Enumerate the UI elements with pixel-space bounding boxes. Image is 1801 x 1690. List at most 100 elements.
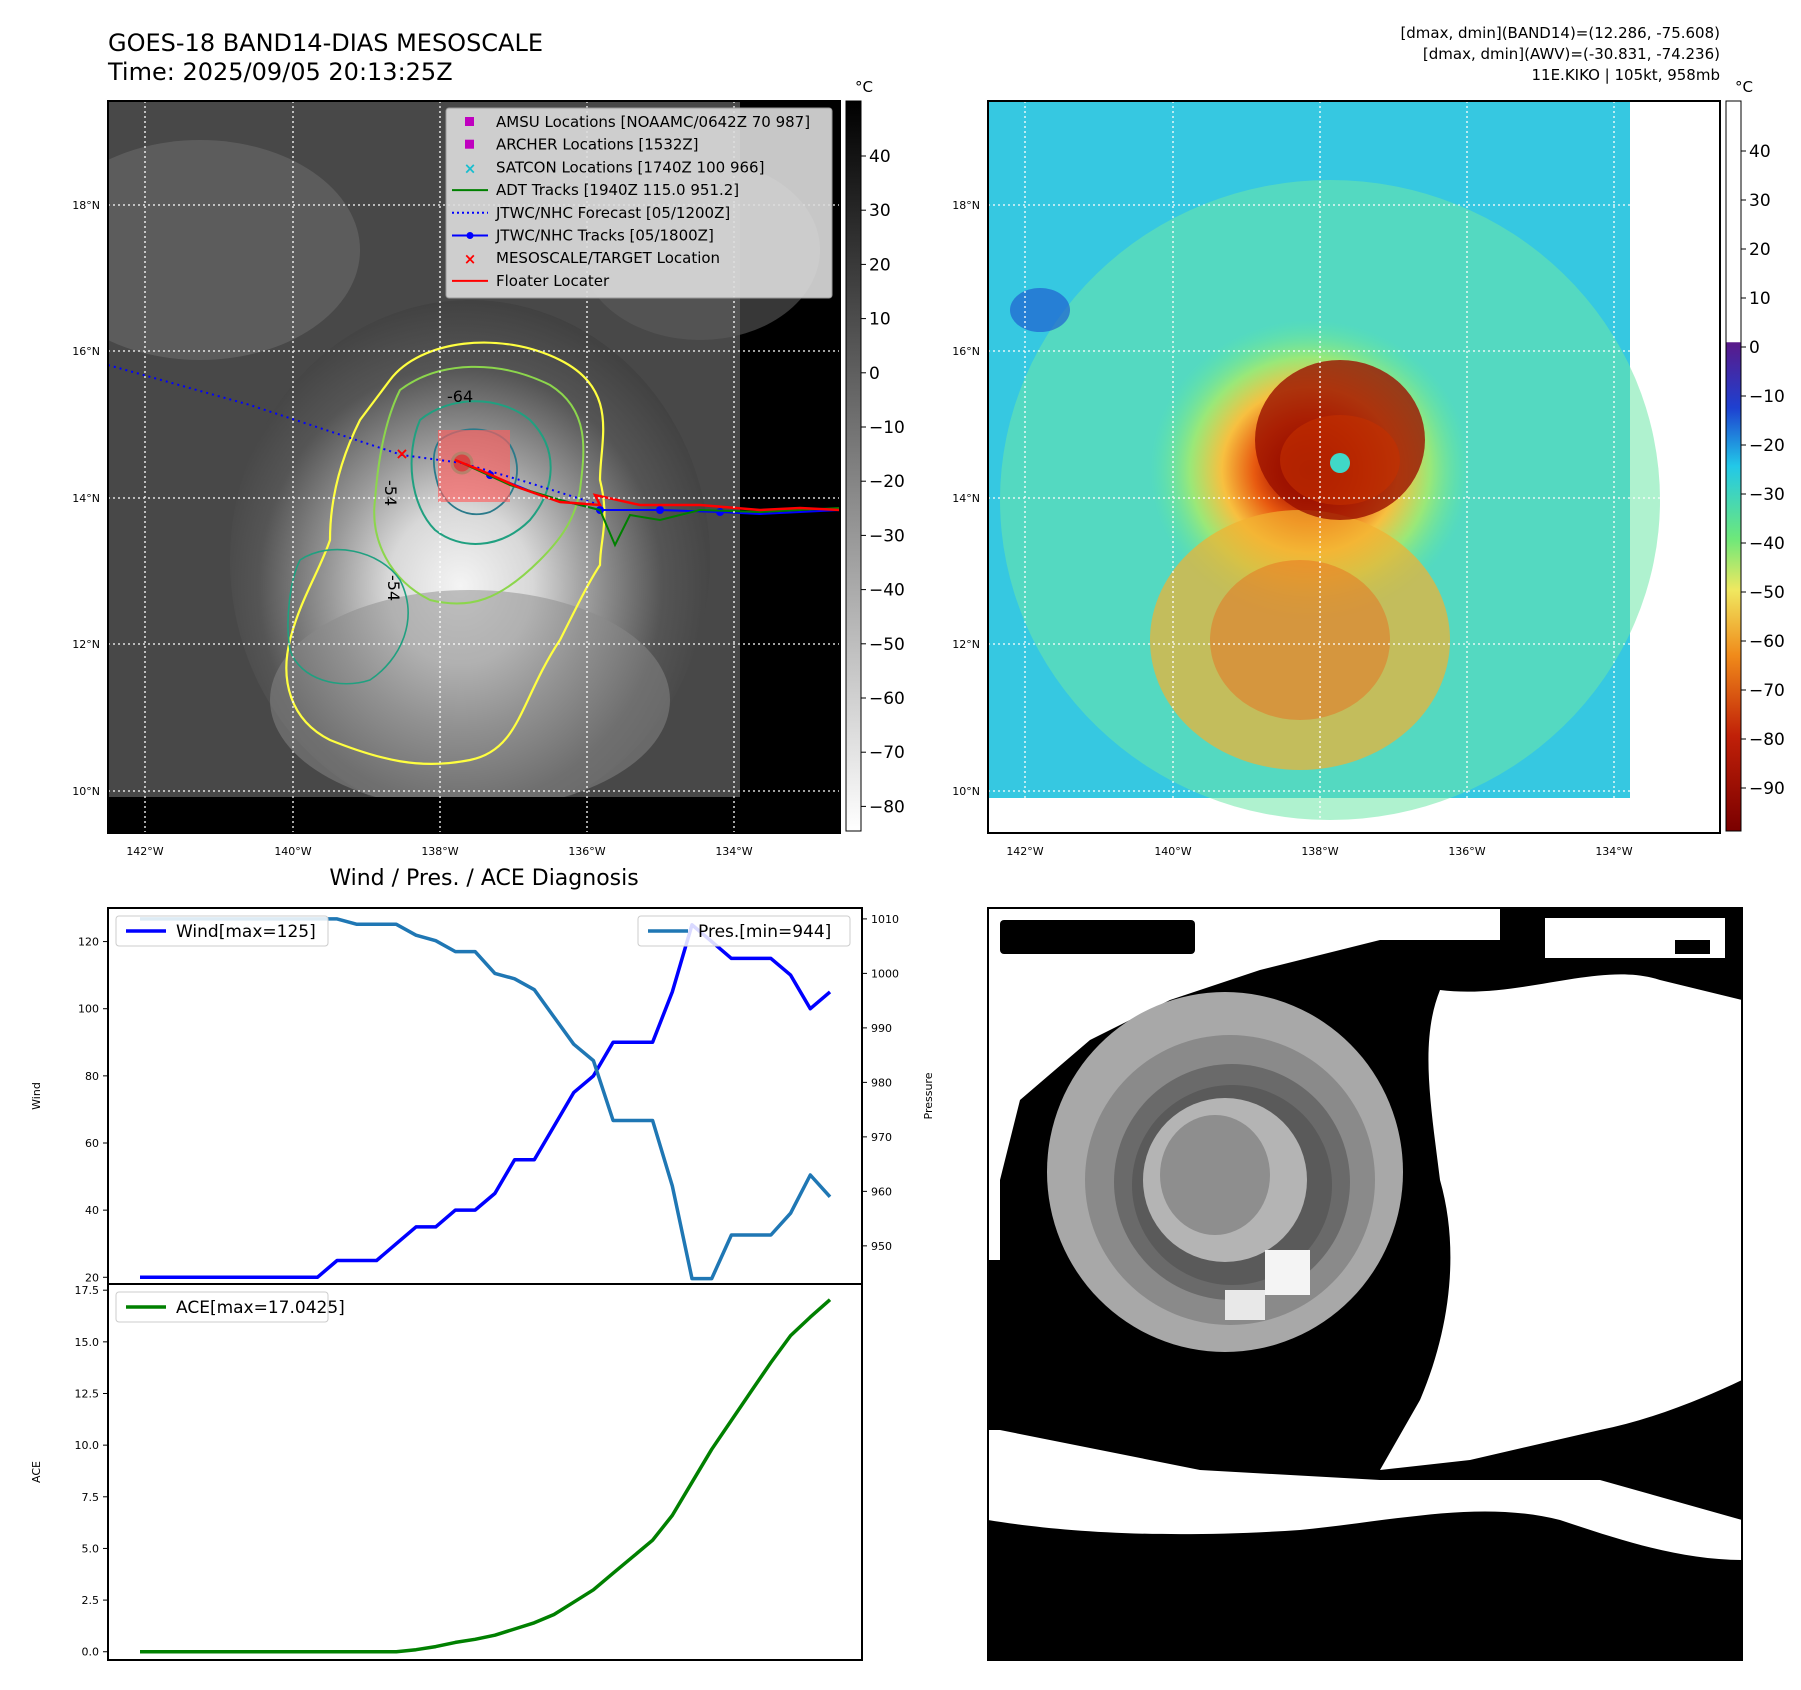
- lat-tick-label: 14°N: [952, 492, 980, 505]
- lon-tick-label: 140°W: [1154, 845, 1191, 858]
- colorbar-tick-label: −80: [1749, 730, 1785, 750]
- lon-tick-label: 142°W: [1006, 845, 1043, 858]
- colorbar-tick-label: 10: [869, 310, 891, 330]
- contour-label: -54: [381, 480, 400, 506]
- ace-chart: 0.0 2.5 5.0 7.5 10.0 12.5 15.0 17.5 ACE ACE[max=1…: [30, 1283, 863, 1661]
- series-legend-label: ACE[max=17.0425]: [176, 1298, 345, 1318]
- legend-label: AMSU Locations [NOAAMC/0642Z 70 987]: [496, 113, 810, 131]
- series-legend-label: Wind[max=125]: [176, 922, 316, 942]
- series-line: [140, 1298, 832, 1654]
- lon-tick-label: 138°W: [421, 845, 458, 858]
- y-tick-label: 0.0: [82, 1646, 100, 1659]
- colorbar-tick-label: −60: [1749, 632, 1785, 652]
- wmg-panel: WMG Count: 24: [987, 907, 1743, 1661]
- y-right-tick-label: 980: [871, 1076, 892, 1089]
- y-tick-label: 2.5: [82, 1594, 100, 1607]
- legend-label: ARCHER Locations [1532Z]: [496, 136, 699, 154]
- colorbar-tick-label: −70: [1749, 681, 1785, 701]
- y-tick-label: 60: [85, 1137, 99, 1150]
- legend-marker: [465, 117, 474, 126]
- colorbar-tick-label: 0: [869, 364, 880, 384]
- lat-tick-label: 16°N: [72, 345, 100, 358]
- y-tick-label: 100: [78, 1003, 99, 1016]
- colorbar-tick-label: −20: [1749, 436, 1785, 456]
- lon-tick-label: 138°W: [1301, 845, 1338, 858]
- legend-label: SATCON Locations [1740Z 100 966]: [496, 158, 764, 176]
- figure-time: Time: 2025/09/05 20:13:25Z: [107, 58, 453, 86]
- y-right-axis-label: Pressure: [922, 1072, 935, 1119]
- y-axis-label: Wind: [30, 1082, 43, 1110]
- color-colorbar-ticks: 40 30 20 10 0 −10 −20 −30 −40 −50 −60 −70 −80 −90: [1741, 142, 1785, 799]
- legend-label: ADT Tracks [1940Z 115.0 951.2]: [496, 181, 739, 199]
- map-gridlines: [988, 101, 1720, 833]
- svg-text:×: ×: [395, 444, 408, 463]
- colorbar-tick-label: −60: [869, 689, 905, 709]
- legend-marker: ×: [464, 250, 477, 268]
- colorbar-tick-label: −50: [869, 635, 905, 655]
- lon-tick-label: 136°W: [568, 845, 605, 858]
- stats-band14: [dmax, dmin](BAND14)=(12.286, -75.608): [1400, 24, 1720, 42]
- map-gridlines: [108, 101, 840, 833]
- colorbar-tick-label: −10: [869, 418, 905, 438]
- y-right-tick-label: 990: [871, 1022, 892, 1035]
- legend-label: JTWC/NHC Forecast [05/1200Z]: [495, 204, 730, 222]
- y-tick-label: 5.0: [82, 1542, 100, 1555]
- lat-tick-label: 10°N: [952, 785, 980, 798]
- lat-tick-label: 12°N: [952, 638, 980, 651]
- y-tick-label: 12.5: [75, 1387, 100, 1400]
- colorbar-tick-label: 10: [1749, 289, 1771, 309]
- colorbar-tick-label: 0: [1749, 338, 1760, 358]
- lat-tick-label: 12°N: [72, 638, 100, 651]
- colorbar-tick-label: 20: [869, 255, 891, 275]
- colorbar-tick-label: −30: [1749, 485, 1785, 505]
- legend-label: MESOSCALE/TARGET Location: [496, 249, 720, 267]
- colorbar-unit: °C: [855, 78, 873, 96]
- legend-marker: ×: [464, 159, 477, 177]
- y-right-tick-label: 1010: [871, 913, 899, 926]
- colorbar-tick-label: −80: [869, 797, 905, 817]
- lat-tick-label: 18°N: [72, 199, 100, 212]
- map-axis-ticks: 142°W 140°W 138°W 136°W 134°W 18°N 16°N 14°N 12°…: [72, 199, 1633, 858]
- y-tick-label: 15.0: [75, 1336, 100, 1349]
- colorbar-tick-label: 20: [1749, 240, 1771, 260]
- series-legend-label: Pres.[min=944]: [698, 922, 831, 942]
- contour-label: -54: [384, 575, 403, 601]
- lat-tick-label: 18°N: [952, 199, 980, 212]
- y-tick-label: 10.0: [75, 1439, 100, 1452]
- legend-label: Floater Locater: [496, 272, 610, 290]
- colorbar-tick-label: −40: [1749, 534, 1785, 554]
- y-tick-label: 17.5: [75, 1284, 100, 1297]
- colorbar-tick-label: −70: [869, 743, 905, 763]
- y-right-tick-label: 960: [871, 1185, 892, 1198]
- lon-tick-label: 140°W: [274, 845, 311, 858]
- wind-pressure-chart: 20 40 60 80 100 120 Wind 950 960 970 980 990 1000 101…: [30, 907, 935, 1285]
- colorbar-tick-label: −30: [869, 526, 905, 546]
- color-map-image: [988, 101, 1720, 833]
- legend-marker: [465, 139, 474, 149]
- gray-colorbar: [845, 100, 862, 832]
- lon-tick-label: 134°W: [1595, 845, 1632, 858]
- colorbar-tick-label: −20: [869, 472, 905, 492]
- color-colorbar: [1725, 100, 1742, 832]
- lat-tick-label: 16°N: [952, 345, 980, 358]
- colorbar-tick-label: −10: [1749, 387, 1785, 407]
- y-tick-label: 80: [85, 1070, 99, 1083]
- y-tick-label: 7.5: [82, 1491, 100, 1504]
- gray-colorbar-ticks: 40 30 20 10 0 −10 −20 −30 −40 −50 −60 −70 −80: [861, 147, 905, 817]
- wmg-count-label: WMG Count: 24: [1008, 927, 1174, 949]
- lon-tick-label: 134°W: [715, 845, 752, 858]
- lon-tick-label: 142°W: [126, 845, 163, 858]
- lat-tick-label: 10°N: [72, 785, 100, 798]
- y-right-tick-label: 950: [871, 1240, 892, 1253]
- lat-tick-label: 14°N: [72, 492, 100, 505]
- colorbar-tick-label: 40: [1749, 142, 1771, 162]
- left-map-frame: [107, 100, 841, 834]
- right-map-frame: [987, 100, 1721, 834]
- y-axis-label: ACE: [30, 1461, 43, 1483]
- storm-info: 11E.KIKO | 105kt, 958mb: [1531, 66, 1720, 84]
- copyright: Copyright © 2020-2025 Dapiya: [112, 809, 391, 828]
- figure-title: GOES-18 BAND14-DIAS MESOSCALE: [108, 29, 543, 57]
- colorbar-tick-label: −90: [1749, 779, 1785, 799]
- y-tick-label: 120: [78, 936, 99, 949]
